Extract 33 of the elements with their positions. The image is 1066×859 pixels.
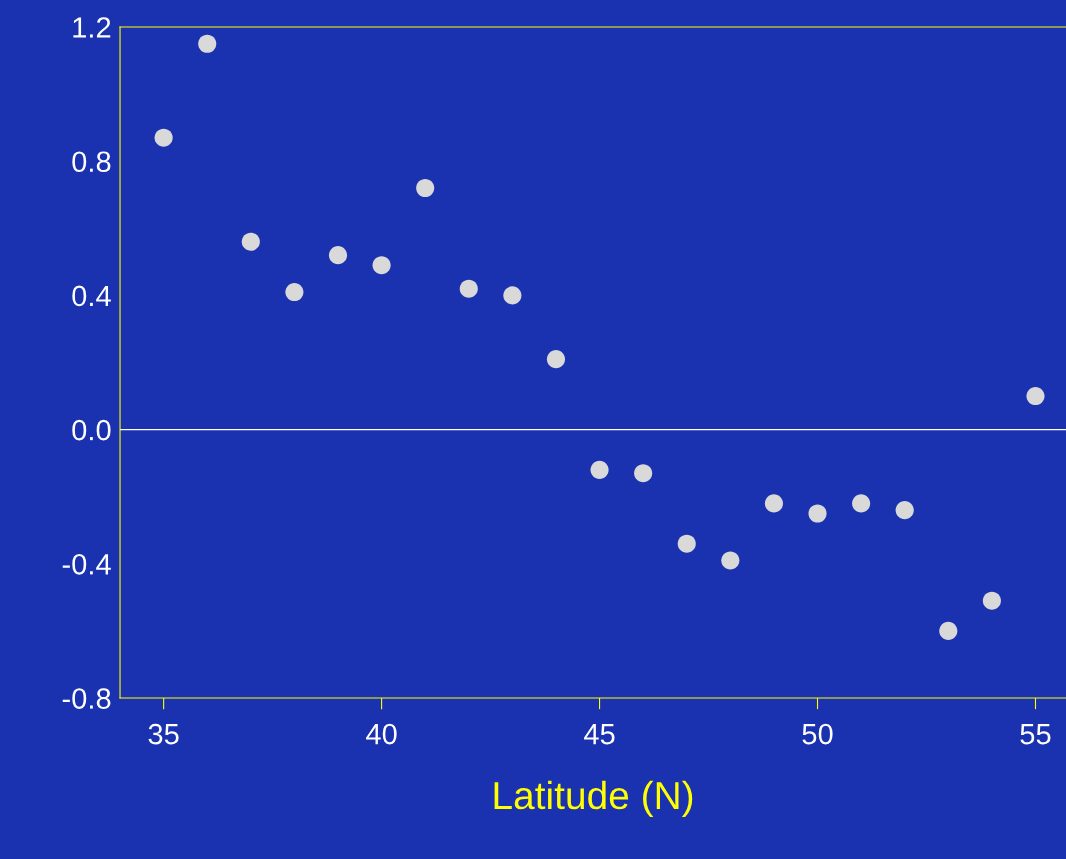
point xyxy=(721,551,740,570)
point xyxy=(459,279,478,298)
point xyxy=(852,494,871,513)
x-tick-label: 50 xyxy=(802,723,833,745)
y-tick-label: 0.8 xyxy=(72,151,111,173)
point xyxy=(895,501,914,520)
point xyxy=(590,460,609,479)
point xyxy=(328,246,348,265)
point xyxy=(198,34,217,53)
x-tick-label: 45 xyxy=(584,724,615,745)
y-tick-label: 0.0 xyxy=(72,419,111,441)
point xyxy=(416,178,435,198)
point xyxy=(982,591,1001,610)
point xyxy=(764,494,783,513)
point xyxy=(546,350,566,369)
y-tick-label: -0.8 xyxy=(62,688,111,709)
y-tick-label: -0.4 xyxy=(62,554,111,575)
x-tick-label: 40 xyxy=(366,723,397,745)
point xyxy=(372,256,391,275)
point xyxy=(285,282,304,302)
point xyxy=(241,232,260,251)
x-tick-label: 55 xyxy=(1020,724,1051,745)
point xyxy=(939,621,958,640)
point xyxy=(154,128,173,147)
point xyxy=(634,464,653,483)
point xyxy=(808,504,827,523)
point xyxy=(1026,387,1045,406)
x-tick-label: 35 xyxy=(148,723,179,745)
y-tick-label: 1.2 xyxy=(73,17,111,38)
x-axis-title: Latitude (N) xyxy=(494,780,693,817)
point xyxy=(677,534,696,553)
y-tick-label: 0.4 xyxy=(72,285,111,307)
point xyxy=(503,286,522,305)
